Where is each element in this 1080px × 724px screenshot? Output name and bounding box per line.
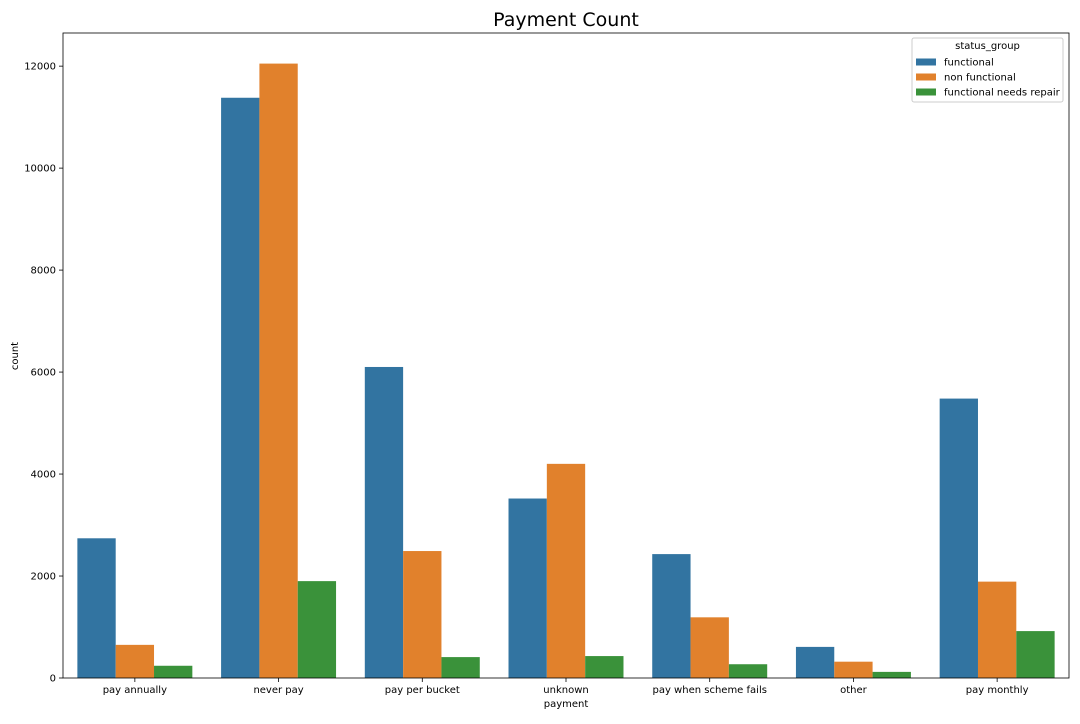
y-tick-label: 12000	[24, 62, 56, 73]
legend-items: functional non functional functional needs…	[916, 58, 1061, 99]
x-axis: pay annually never pay pay per bucket unkno…	[103, 678, 1029, 696]
bar-non-functional-pay-monthly	[977, 581, 1017, 678]
y-axis: 0 2000 4000 6000 8000 10000 12000	[24, 62, 63, 685]
bar-functional-needs-repair-pay-when-scheme-fails	[728, 664, 768, 678]
bar-non-functional-never-pay	[259, 63, 298, 678]
bar-functional-needs-repair-pay-monthly	[1016, 631, 1055, 678]
legend-swatch	[916, 88, 936, 96]
x-tick-label: other	[840, 685, 868, 696]
y-tick-label: 10000	[24, 164, 56, 175]
bar-functional-other	[795, 646, 835, 678]
legend-label: functional	[944, 58, 994, 69]
y-tick-label: 4000	[31, 470, 56, 481]
bar-functional-needs-repair-other	[872, 671, 911, 678]
y-tick-label: 8000	[31, 266, 56, 277]
bar-non-functional-pay-when-scheme-fails	[690, 617, 729, 678]
x-tick-label: never pay	[253, 685, 303, 696]
y-tick-label: 0	[50, 674, 56, 685]
bar-functional-pay-monthly	[939, 398, 978, 678]
legend-swatch	[916, 58, 936, 66]
bar-functional-unknown	[508, 498, 547, 678]
x-tick-label: pay when scheme fails	[652, 685, 766, 696]
bar-non-functional-pay-annually	[115, 644, 155, 678]
bar-functional-needs-repair-pay-annually	[154, 665, 193, 678]
x-axis-label: payment	[544, 699, 589, 710]
legend-box	[911, 37, 1064, 103]
bar-functional-never-pay	[221, 97, 260, 678]
bar-non-functional-other	[834, 661, 873, 678]
bar-functional-needs-repair-unknown	[585, 656, 624, 678]
bar-non-functional-pay-per-bucket	[403, 551, 442, 678]
y-tick-label: 6000	[31, 368, 56, 379]
bar-functional-needs-repair-pay-per-bucket	[441, 657, 480, 678]
bar-functional-pay-per-bucket	[364, 366, 404, 678]
x-tick-label: unknown	[543, 685, 588, 696]
bars-group	[77, 63, 1055, 678]
chart-title: Payment Count	[493, 9, 639, 31]
bar-functional-pay-annually	[77, 538, 116, 678]
bar-non-functional-unknown	[546, 463, 586, 678]
legend-label: non functional	[944, 73, 1016, 84]
legend-label: functional needs repair	[944, 88, 1061, 99]
x-tick-label: pay annually	[103, 685, 167, 696]
legend-title: status_group	[955, 41, 1020, 52]
bar-functional-pay-when-scheme-fails	[652, 554, 691, 678]
legend-swatch	[916, 73, 936, 81]
x-tick-label: pay per bucket	[385, 685, 460, 696]
y-axis-label: count	[10, 342, 21, 370]
bar-functional-needs-repair-never-pay	[297, 581, 337, 678]
x-tick-label: pay monthly	[966, 685, 1029, 696]
y-tick-label: 2000	[31, 572, 56, 583]
